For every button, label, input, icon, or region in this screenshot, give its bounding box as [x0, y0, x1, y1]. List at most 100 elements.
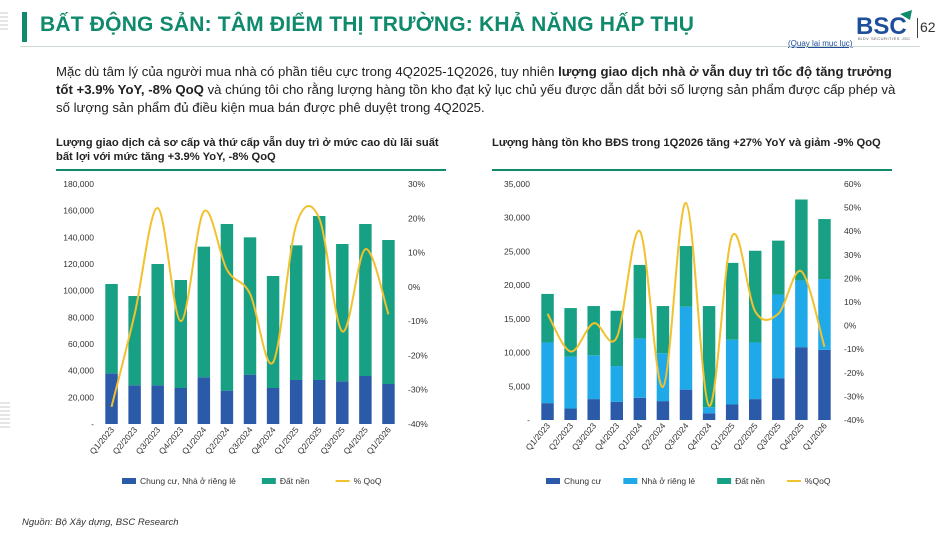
- bar-segment: [313, 216, 326, 380]
- page-number: 62: [920, 19, 936, 35]
- logo-text: BSC: [856, 13, 907, 40]
- bar-segment: [289, 245, 303, 380]
- bar-segment: [151, 385, 164, 424]
- bar-segment: [656, 306, 670, 354]
- bar-segment: [749, 250, 762, 343]
- bar-segment: [564, 356, 577, 409]
- chart1-title: Lượng giao dịch cả sơ cấp và thứ cấp vẫn…: [56, 137, 439, 163]
- bar-segment: [633, 397, 647, 420]
- intro-paragraph: Mặc dù tâm lý của người mua nhà có phần …: [56, 63, 896, 117]
- title-accent-bar: [22, 12, 27, 42]
- y-left-tick-label: 80,000: [68, 312, 94, 322]
- source-note: Nguồn: Bộ Xây dựng, BSC Research: [22, 517, 179, 528]
- bar-segment: [725, 262, 739, 340]
- bar-segment: [587, 355, 600, 400]
- bar-segment: [128, 385, 141, 424]
- y-right-tick-label: -40%: [844, 415, 864, 425]
- y-right-tick-label: -20%: [844, 368, 864, 378]
- qoq-line: [546, 201, 826, 407]
- y-right-tick-label: 30%: [408, 179, 425, 189]
- back-to-toc-link[interactable]: (Quay lại mục lục): [788, 39, 853, 48]
- bar-segment: [105, 373, 118, 424]
- y-left-tick-label: 25,000: [504, 246, 530, 256]
- bar-segment: [174, 388, 187, 424]
- bar-segment: [610, 401, 623, 420]
- legend-label: Đất nền: [280, 476, 310, 486]
- intro-text-2: và chúng tôi cho rằng lượng hàng tồn kho…: [56, 82, 896, 115]
- bar-segment: [359, 376, 372, 424]
- legend-swatch: [546, 478, 560, 484]
- page-title: BẤT ĐỘNG SẢN: TÂM ĐIỂM THỊ TRƯỜNG: KHẢ N…: [40, 13, 695, 36]
- bar-segment: [336, 244, 349, 382]
- bar-segment: [243, 237, 257, 375]
- legend-item: Chung cư, Nhà ở riêng lẻ: [122, 476, 236, 486]
- bar-segment: [772, 378, 785, 420]
- y-right-tick-label: -10%: [408, 316, 428, 326]
- y-right-tick-label: 0%: [408, 282, 421, 292]
- bar-segment: [679, 306, 693, 390]
- bar-segment: [702, 407, 716, 414]
- left-edge-artifact-lower: [0, 400, 10, 428]
- bar-segment: [382, 384, 395, 424]
- bar-segment: [656, 353, 670, 402]
- y-right-tick-label: -30%: [844, 391, 864, 401]
- bar-segment: [220, 390, 234, 424]
- y-left-tick-label: 100,000: [63, 286, 94, 296]
- legend-item: Nhà ở riêng lẻ: [623, 476, 695, 486]
- legend-item: % QoQ: [335, 476, 382, 486]
- y-left-tick-label: 140,000: [63, 232, 94, 242]
- bar-segment: [266, 388, 280, 424]
- chart1-title-underline: [56, 169, 446, 171]
- y-left-tick-label: 160,000: [63, 206, 94, 216]
- bar-segment: [197, 377, 211, 424]
- y-right-tick-label: 20%: [844, 273, 861, 283]
- bar-segment: [818, 279, 831, 350]
- bar-segment: [289, 380, 303, 424]
- y-right-tick-label: -20%: [408, 350, 428, 360]
- bar-segment: [679, 246, 693, 307]
- y-left-tick-label: 15,000: [504, 314, 530, 324]
- chart1-transactions: - 20,000 40,000 60,000 80,000 100,000 120,000 1…: [63, 179, 428, 486]
- bar-segment: [174, 280, 187, 388]
- bar-segment: [702, 413, 716, 420]
- bar-segment: [105, 284, 118, 374]
- bar-segment: [313, 380, 326, 424]
- y-left-tick-label: 180,000: [63, 179, 94, 189]
- y-left-tick-label: -: [91, 419, 94, 429]
- bar-segment: [266, 276, 280, 388]
- qoq-line: [110, 205, 390, 408]
- legend-label: Chung cư, Nhà ở riêng lẻ: [140, 476, 236, 486]
- bar-segment: [795, 347, 808, 420]
- bar-segment: [749, 399, 762, 420]
- bar-segment: [610, 366, 623, 402]
- y-right-tick-label: -10%: [844, 344, 864, 354]
- y-right-tick-label: 40%: [844, 226, 861, 236]
- legend-swatch: [623, 478, 638, 484]
- bar-segment: [587, 399, 600, 420]
- legend-label: Chung cư: [564, 476, 602, 486]
- bar-segment: [359, 224, 372, 376]
- y-left-tick-label: 120,000: [63, 259, 94, 269]
- bsc-logo: BSC: [856, 10, 912, 40]
- y-left-tick-label: 60,000: [68, 339, 94, 349]
- bar-segment: [587, 306, 600, 356]
- bar-segment: [564, 408, 577, 420]
- left-edge-artifact: [0, 10, 8, 30]
- legend-item: Đất nền: [717, 476, 765, 486]
- legend-label: % QoQ: [354, 476, 382, 486]
- bar-segment: [220, 224, 234, 391]
- bar-segment: [541, 342, 554, 404]
- legend-label: Nhà ở riêng lẻ: [641, 476, 695, 486]
- bar-segment: [725, 404, 739, 420]
- legend-label: %QoQ: [805, 476, 831, 486]
- legend-swatch: [122, 478, 136, 484]
- y-right-tick-label: 10%: [844, 297, 861, 307]
- bar-segment: [795, 199, 808, 281]
- legend-label: Đất nền: [735, 476, 765, 486]
- logo-subtext: BIDV SECURITIES JSC: [858, 36, 911, 41]
- bar-segment: [541, 293, 554, 343]
- bar-segment: [818, 219, 831, 280]
- bar-segment: [633, 264, 647, 339]
- y-right-tick-label: 30%: [844, 250, 861, 260]
- bar-segment: [197, 246, 211, 378]
